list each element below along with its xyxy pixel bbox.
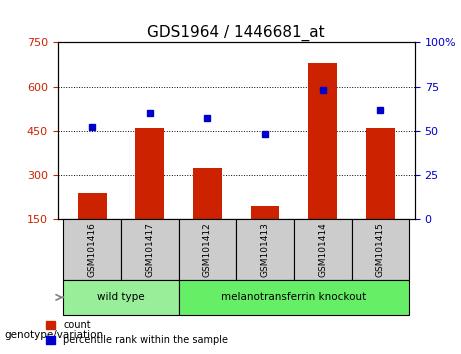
Text: GSM101412: GSM101412 bbox=[203, 222, 212, 277]
Title: GDS1964 / 1446681_at: GDS1964 / 1446681_at bbox=[148, 25, 325, 41]
Bar bbox=[366, 128, 395, 219]
Bar bbox=[251, 206, 279, 219]
Text: genotype/variation: genotype/variation bbox=[5, 330, 104, 339]
Bar bbox=[136, 128, 164, 219]
Text: GSM101416: GSM101416 bbox=[88, 222, 97, 277]
FancyBboxPatch shape bbox=[121, 219, 179, 280]
Text: melanotransferrin knockout: melanotransferrin knockout bbox=[221, 292, 366, 302]
Text: GSM101417: GSM101417 bbox=[145, 222, 154, 277]
Text: GSM101413: GSM101413 bbox=[260, 222, 270, 277]
Text: GSM101414: GSM101414 bbox=[318, 222, 327, 277]
FancyBboxPatch shape bbox=[351, 219, 409, 280]
Bar bbox=[193, 168, 222, 219]
Legend: count, percentile rank within the sample: count, percentile rank within the sample bbox=[42, 316, 232, 349]
Bar bbox=[78, 193, 106, 219]
FancyBboxPatch shape bbox=[64, 280, 179, 315]
Text: wild type: wild type bbox=[97, 292, 145, 302]
FancyBboxPatch shape bbox=[236, 219, 294, 280]
FancyBboxPatch shape bbox=[294, 219, 351, 280]
Text: GSM101415: GSM101415 bbox=[376, 222, 385, 277]
FancyBboxPatch shape bbox=[179, 280, 409, 315]
Bar bbox=[308, 63, 337, 219]
FancyBboxPatch shape bbox=[64, 219, 121, 280]
FancyBboxPatch shape bbox=[179, 219, 236, 280]
